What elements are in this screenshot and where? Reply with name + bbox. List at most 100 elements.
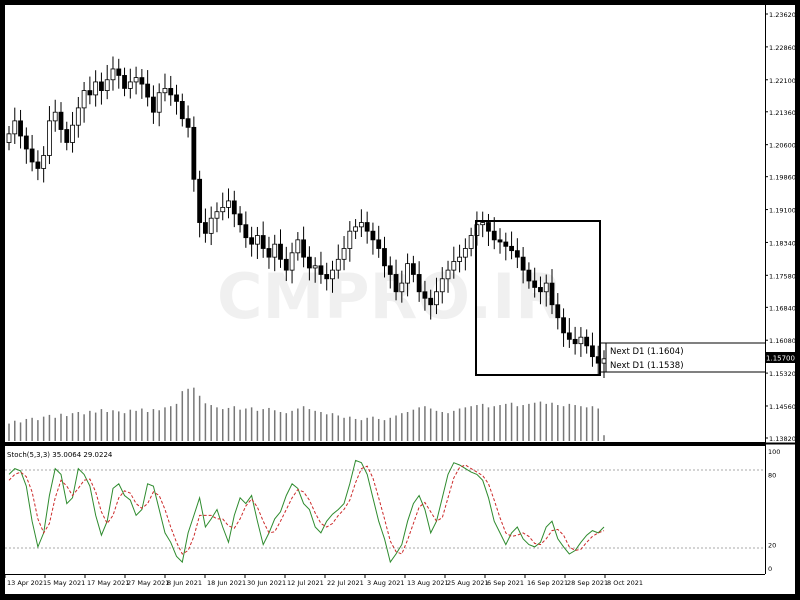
time-tick-label: 18 Jun 2021 — [207, 579, 246, 587]
candle-body — [162, 88, 168, 94]
time-tick-label: 22 Jul 2021 — [327, 579, 364, 587]
current-price-label: 1.15700 — [766, 355, 795, 363]
candle-body — [514, 250, 520, 258]
candle-body — [312, 265, 318, 269]
stoch-lines — [8, 459, 605, 564]
price-tick-labels: 1.23620 1.22860 1.22100 1.21360 1.20600 1.198… — [765, 11, 796, 443]
candle-body — [197, 178, 203, 223]
candle-body — [75, 107, 81, 126]
candle-body — [480, 222, 486, 226]
candle-body — [6, 133, 12, 143]
time-axis — [5, 574, 795, 594]
stoch-k-line — [8, 459, 605, 564]
price-tick-label: 1.19860 — [769, 174, 796, 182]
candle-body — [110, 68, 116, 81]
candle-body — [289, 252, 295, 271]
candle-body — [382, 248, 387, 267]
candle-body — [122, 75, 127, 89]
time-tick-label: 13 Aug 2021 — [407, 579, 449, 587]
indicator-label: Stoch(5,3,3) 35.0064 29.0224 — [7, 451, 113, 459]
candle-body — [428, 297, 434, 306]
price-pane — [5, 5, 765, 442]
time-tick-label: 12 Jul 2021 — [287, 579, 324, 587]
candle-body — [399, 282, 405, 293]
candle-body — [133, 77, 139, 83]
candles — [6, 56, 607, 378]
candle-body — [99, 81, 104, 91]
price-tick-label: 1.22860 — [769, 44, 796, 52]
candle-body — [64, 129, 70, 143]
current-price-badge — [766, 352, 795, 363]
stoch-tick-label: 20 — [768, 542, 776, 550]
price-tick-label: 1.14560 — [769, 403, 796, 411]
candle-body — [139, 77, 145, 85]
price-tick-label: 1.19100 — [769, 207, 796, 215]
time-tick-label: 6 Sep 2021 — [487, 579, 524, 587]
candle-body — [462, 248, 468, 258]
candle-body — [226, 200, 231, 208]
candle-body — [526, 269, 532, 282]
candle-body — [549, 282, 555, 306]
candle-body — [156, 92, 162, 113]
time-tick-label: 8 Jun 2021 — [167, 579, 202, 587]
candle-body — [451, 261, 457, 271]
candle-body — [266, 248, 272, 258]
candle-body — [249, 237, 255, 245]
candle-body — [127, 81, 133, 89]
candle-body — [185, 118, 191, 128]
time-tick-label: 16 Sep 2021 — [527, 579, 568, 587]
price-tick-label: 1.22100 — [769, 77, 796, 85]
time-tick-label: 5 May 2021 — [47, 579, 85, 587]
candle-body — [301, 239, 307, 258]
price-tick-label: 1.18340 — [769, 239, 796, 247]
time-tick-label: 28 Sep 2021 — [567, 579, 608, 587]
candle-body — [561, 317, 566, 334]
candle-body — [416, 274, 422, 293]
candle-body — [393, 274, 399, 293]
time-tick-label: 3 Aug 2021 — [367, 579, 405, 587]
candle-body — [555, 304, 561, 319]
candle-body — [434, 291, 439, 306]
projection-label-1: Next D1 (1.1604) — [610, 347, 684, 357]
candle-body — [168, 88, 174, 96]
candle-body — [12, 120, 18, 135]
price-tick-label: 1.16840 — [769, 304, 796, 312]
time-tick-label: 27 May 2021 — [127, 579, 169, 587]
candle-body — [491, 230, 497, 241]
candle-body — [532, 280, 538, 288]
candle-body — [601, 358, 607, 364]
candle-body — [439, 278, 445, 293]
candle-body — [590, 345, 595, 358]
time-tick-label: 25 Aug 2021 — [447, 579, 489, 587]
candle-body — [41, 155, 47, 169]
candle-body — [347, 230, 353, 249]
price-tick-label: 1.16080 — [769, 337, 796, 345]
time-tick-label: 13 Apr 2021 — [7, 579, 47, 587]
candle-body — [116, 68, 122, 76]
candle-body — [35, 161, 41, 169]
candle-body — [520, 256, 526, 271]
candle-body — [203, 222, 208, 234]
stochastic-pane — [5, 446, 765, 574]
candle-body — [29, 148, 35, 163]
candle-body — [295, 239, 301, 254]
candle-body — [220, 206, 226, 213]
candle-body — [318, 265, 324, 275]
projection-label-2: Next D1 (1.1538) — [610, 361, 684, 371]
candle-body — [104, 79, 110, 91]
stoch-d-line — [8, 464, 605, 555]
candle-body — [405, 263, 410, 284]
candle-body — [145, 83, 151, 98]
candle-body — [457, 256, 462, 262]
annotation-box — [475, 220, 601, 376]
price-tick-label: 1.13820 — [769, 435, 796, 443]
candle-body — [584, 336, 590, 347]
candle-body — [243, 224, 249, 239]
price-tick-label: 1.15320 — [769, 370, 796, 378]
candle-body — [306, 256, 312, 269]
candle-body — [191, 126, 197, 180]
candle-body — [353, 226, 359, 232]
candle-body — [358, 222, 364, 228]
candle-body — [272, 243, 278, 258]
candle-body — [422, 291, 428, 299]
